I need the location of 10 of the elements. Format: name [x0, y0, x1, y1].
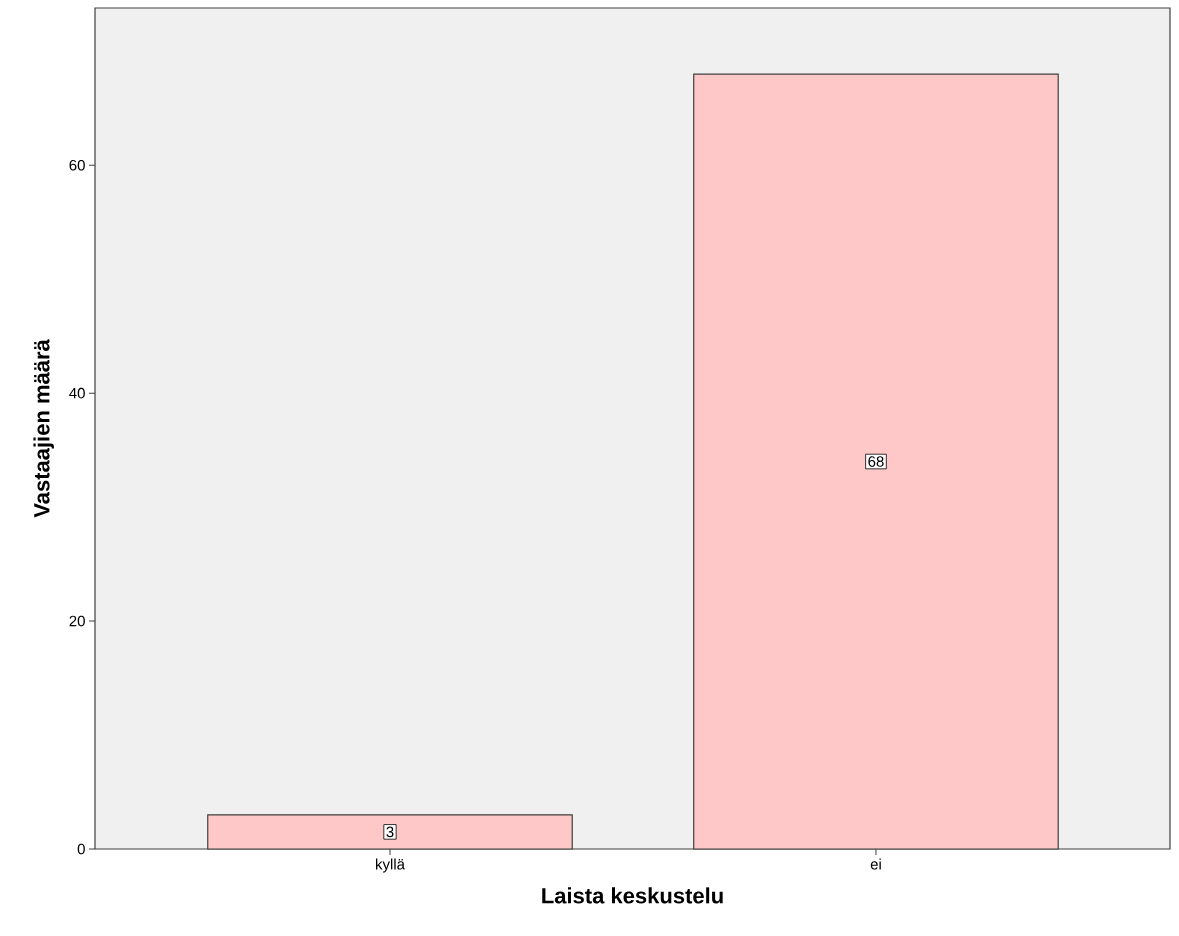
x-tick-label: kyllä [375, 858, 405, 873]
x-tick-label: ei [870, 858, 881, 870]
y-tick-label: 40 [69, 387, 85, 399]
y-tick-label: 0 [77, 843, 85, 855]
y-tick-label: 20 [69, 615, 85, 627]
data-label: 3 [386, 826, 394, 838]
data-label: 68 [868, 456, 884, 467]
y-axis-title: Vastaajien määrä [33, 339, 54, 518]
x-axis-title: Laista keskustelu [542, 887, 723, 904]
y-tick-label: 60 [69, 159, 85, 171]
